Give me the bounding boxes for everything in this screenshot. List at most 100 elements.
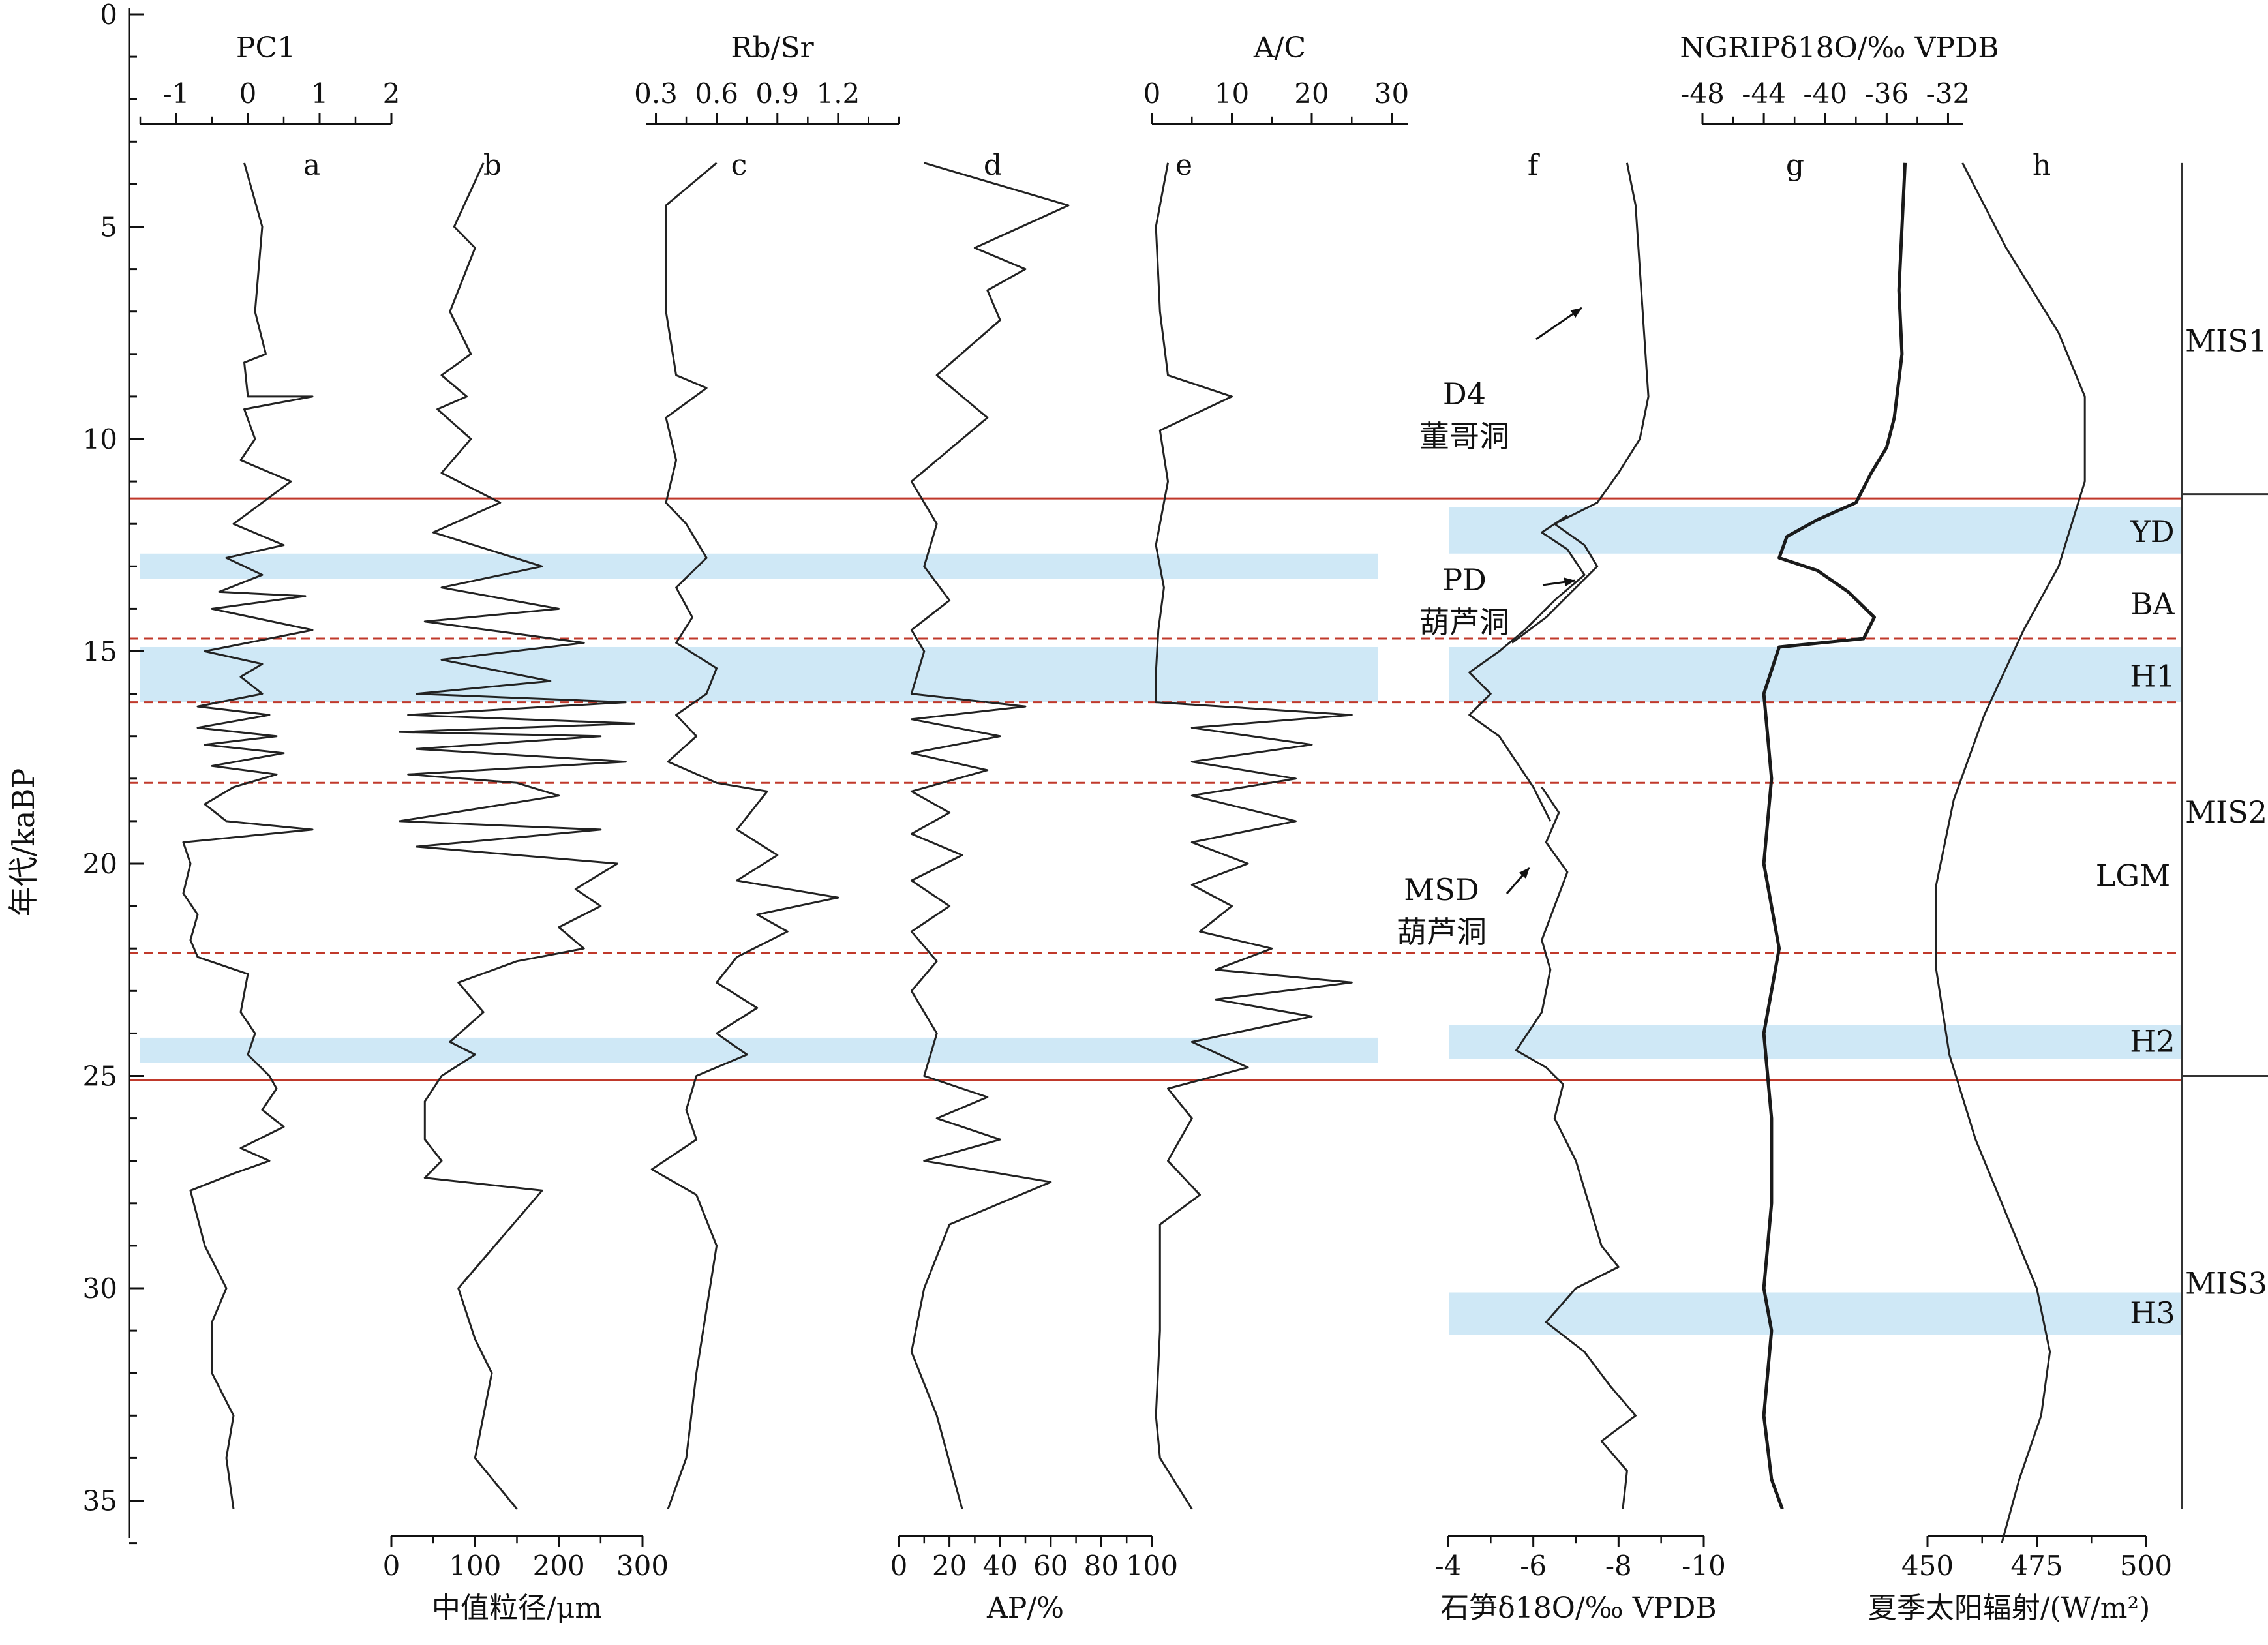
- panel-tick-label: 100: [1126, 1550, 1178, 1582]
- panel-letter-c: c: [731, 149, 748, 182]
- panel-axis-title: 夏季太阳辐射/(W/m²): [1868, 1592, 2151, 1625]
- series-line-f: [1515, 786, 1637, 1509]
- stage-column: MIS1 MIS2 MIS3: [2181, 162, 2268, 1509]
- annotation-cave: 董哥洞: [1419, 419, 1509, 454]
- panel-tick-label: 100: [449, 1550, 501, 1582]
- annotation-arrowhead: [1564, 577, 1575, 587]
- shaded-bands: [140, 507, 2182, 1335]
- panel-tick-label: 20: [932, 1550, 967, 1582]
- panel-axis-title: PC1: [236, 31, 295, 65]
- event-label: H2: [2130, 1023, 2175, 1059]
- event-lines: [129, 497, 2182, 1081]
- panel-tick-label: -8: [1605, 1550, 1632, 1582]
- panel-axis-title: A/C: [1253, 31, 1306, 65]
- series-line-g: [1762, 162, 1907, 1510]
- panel-tick-label: 1: [311, 78, 329, 110]
- series-line-f: [1511, 162, 1650, 644]
- series-line-h: [1935, 162, 2086, 1543]
- panel-tick-label: 10: [1215, 78, 1249, 110]
- chart-labels: a b c d e f g h D4 董哥洞 PD 葫芦洞 MSD 葫芦洞 YD BA H1 LGM H2 H3: [303, 149, 2175, 1331]
- panel-axis-title: 石笋δ18O/‰ VPDB: [1440, 1592, 1716, 1625]
- panel-letter-a: a: [303, 149, 320, 182]
- stage-label: MIS1: [2185, 323, 2267, 358]
- panel-tick-label: 500: [2120, 1550, 2172, 1582]
- panel-tick-label: -4: [1435, 1550, 1462, 1582]
- event-label: H3: [2130, 1295, 2175, 1331]
- series-line-b: [399, 162, 635, 1510]
- annotation-arrowhead: [1570, 308, 1582, 318]
- annotation-label: D4: [1443, 376, 1486, 412]
- event-label: H1: [2130, 659, 2175, 694]
- panel-tick-label: -40: [1803, 78, 1847, 110]
- panel-tick-label: 30: [1374, 78, 1409, 110]
- panel-tick-label: -32: [1926, 78, 1971, 110]
- y-axis-label: 年代/kaBP: [6, 768, 41, 917]
- y-tick-label: 25: [83, 1061, 117, 1093]
- panel-letter-d: d: [984, 149, 1002, 182]
- shaded-band: [1449, 1025, 2182, 1059]
- panel-tick-label: 450: [1901, 1550, 1954, 1582]
- shaded-band: [1449, 1292, 2182, 1335]
- y-axis: 0 5 10 15 20 25 30 35 年代/kaBP: [6, 0, 144, 1545]
- panel-tick-label: 300: [616, 1550, 669, 1582]
- y-tick-label: 0: [100, 0, 117, 31]
- panel-axis-title: NGRIPδ18O/‰ VPDB: [1680, 31, 1999, 65]
- annotation-arrowhead: [1519, 868, 1530, 879]
- stage-label: MIS3: [2185, 1265, 2267, 1301]
- series-line-d: [910, 162, 1070, 1509]
- panel-tick-label: -6: [1520, 1550, 1547, 1582]
- panel-tick-label: 0.3: [634, 78, 678, 110]
- panel-tick-label: 0: [239, 78, 257, 110]
- panel-letter-g: g: [1786, 149, 1804, 182]
- y-tick-label: 15: [83, 636, 117, 668]
- shaded-band: [140, 553, 1378, 579]
- y-tick-label: 20: [83, 848, 117, 880]
- y-tick-label: 10: [83, 423, 117, 455]
- event-label: BA: [2130, 586, 2175, 622]
- series-line-a: [182, 162, 314, 1509]
- panel-tick-label: 1.2: [816, 78, 860, 110]
- panel-letter-e: e: [1175, 149, 1192, 182]
- annotation-label: MSD: [1404, 872, 1479, 907]
- shaded-band: [1449, 646, 2182, 702]
- panel-axis-title: AP/%: [986, 1592, 1064, 1625]
- shaded-band: [1449, 507, 2182, 554]
- panel-letter-h: h: [2033, 149, 2051, 182]
- panel-tick-label: -1: [163, 78, 190, 110]
- panel-tick-label: 60: [1033, 1550, 1068, 1582]
- panel-tick-label: 475: [2010, 1550, 2063, 1582]
- panel-letter-f: f: [1528, 149, 1540, 182]
- y-tick-label: 35: [83, 1485, 117, 1517]
- panel-tick-label: 0.6: [695, 78, 738, 110]
- data-series: [182, 162, 2086, 1543]
- panel-tick-label: 2: [383, 78, 401, 110]
- shaded-band: [140, 646, 1378, 702]
- panel-tick-label: -36: [1865, 78, 1909, 110]
- panel-tick-label: 0: [1143, 78, 1161, 110]
- event-label: LGM: [2096, 858, 2170, 894]
- panel-tick-label: 0: [890, 1550, 908, 1582]
- annotation-cave: 葫芦洞: [1397, 914, 1487, 950]
- series-line-c: [650, 162, 839, 1510]
- panel-tick-label: 40: [982, 1550, 1017, 1582]
- y-tick-label: 5: [100, 211, 117, 243]
- panel-tick-label: 0: [383, 1550, 401, 1582]
- series-line-f: [1468, 514, 1586, 822]
- panel-axis-title: Rb/Sr: [731, 31, 814, 65]
- y-tick-label: 30: [83, 1273, 117, 1305]
- panel-tick-label: -44: [1742, 78, 1786, 110]
- panel-letter-b: b: [483, 149, 502, 182]
- panel-tick-label: 200: [533, 1550, 585, 1582]
- panel-tick-label: 80: [1084, 1550, 1119, 1582]
- series-line-e: [1155, 162, 1353, 1510]
- panel-tick-label: 20: [1294, 78, 1329, 110]
- panel-tick-label: -10: [1682, 1550, 1726, 1582]
- panel-tick-label: -48: [1680, 78, 1725, 110]
- annotation-cave: 葫芦洞: [1419, 605, 1509, 640]
- panel-axis-title: 中值粒径/μm: [432, 1592, 602, 1625]
- panel-tick-label: 0.9: [755, 78, 799, 110]
- stage-label: MIS2: [2185, 794, 2267, 830]
- shaded-band: [140, 1037, 1378, 1063]
